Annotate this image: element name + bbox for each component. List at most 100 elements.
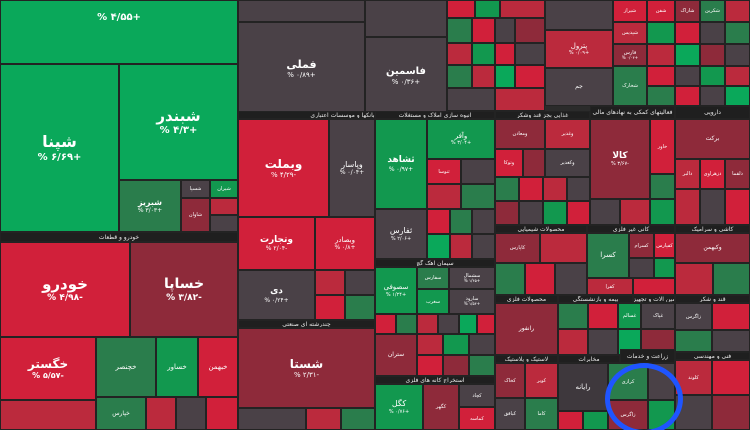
tile-misc[interactable] [543,201,567,225]
tile-misc[interactable] [472,18,495,43]
tile-misc[interactable] [472,234,495,259]
tile-shbndr[interactable]: شبندر % ۴/۳+ [119,64,238,180]
tile-khaf[interactable]: کخاک [495,363,525,398]
tile-thade[interactable]: ثشاهد % ۰/۹۷+ [375,119,427,209]
tile-misc[interactable] [725,189,750,225]
tile-misc[interactable] [725,86,750,106]
tile-misc[interactable] [515,18,545,43]
tile-misc[interactable] [675,263,713,295]
tile-kvimr[interactable]: کویر [525,363,558,398]
tile-misc[interactable] [540,233,587,263]
tile-misc[interactable] [515,65,545,88]
tile-misc[interactable] [523,149,545,177]
tile-ahrom[interactable]: رانفور [495,303,558,355]
tile-kmsh[interactable]: کفپارس [654,233,675,258]
tile-misc[interactable] [583,411,608,430]
tile-misc[interactable] [558,303,588,329]
tile-misc[interactable] [700,66,725,86]
tile-misc[interactable] [700,189,725,225]
tile-misc[interactable] [654,258,675,278]
tile-misc[interactable] [469,355,495,376]
tile-khgostar[interactable]: خگستر % ۵/۵۷- [0,337,96,400]
tile-misc[interactable] [515,43,545,65]
tile-vkbt[interactable]: وکبهمن [675,233,750,263]
tile-kisra[interactable]: کسرام [629,233,654,258]
tile-kbafq[interactable]: کبافق [495,398,525,430]
tile-rnki[interactable]: رایانه [558,363,608,411]
tile-misc[interactable] [675,66,700,86]
tile-kkfr[interactable]: کفرا [587,278,633,295]
tile-misc[interactable] [341,408,375,430]
tile-misc[interactable] [417,334,443,355]
tile-krsan[interactable]: وکغدیر [545,149,590,177]
tile-misc[interactable] [475,0,500,18]
tile-khsapa[interactable]: خساپا % ۳/۸۲- [130,242,238,337]
tile-misc[interactable] [567,177,590,201]
tile-misc[interactable] [519,177,543,201]
tile-misc[interactable] [315,295,345,320]
tile-misc[interactable] [438,314,459,334]
tile-misc[interactable] [633,278,675,295]
tile-misc[interactable] [495,201,519,225]
tile-misc[interactable] [558,329,588,355]
tile-misc[interactable] [472,209,495,234]
tile-vtavsd[interactable]: وتوکا [495,149,523,177]
tile-misc[interactable] [555,263,587,295]
tile-shbriz[interactable]: شبریز % ۳/۰۳+ [119,180,181,232]
tile-kala[interactable]: کالا % ۳/۶۷- [590,119,650,199]
tile-misc[interactable] [712,395,750,430]
tile-misc[interactable] [725,0,750,22]
tile-misc[interactable] [0,400,96,430]
tile-shiran[interactable]: شیران [210,180,238,198]
tile-misc[interactable] [519,201,543,225]
tile-misc[interactable] [417,314,438,334]
tile-misc[interactable] [447,43,472,65]
tile-misc[interactable] [543,177,567,201]
tile-misc[interactable] [477,314,495,334]
tile-misc[interactable] [675,22,700,44]
tile-misc[interactable] [417,355,443,376]
tile-misc[interactable] [365,0,447,37]
tile-misc[interactable] [238,0,365,22]
tile-misc[interactable] [238,408,306,430]
tile-fasmin[interactable]: فاسمین % ۰/۳۶+ [365,37,447,115]
tile-misc[interactable] [675,86,700,106]
tile-misc[interactable] [495,263,525,295]
tile-dalbr[interactable]: دالبر [675,159,700,189]
tile-tpikra[interactable]: پترول % ۰/۰۹+ [545,30,613,68]
tile-misc[interactable] [461,159,495,184]
tile-misc[interactable] [447,0,475,18]
tile-misc[interactable] [447,88,495,111]
tile-kamli[interactable]: کسرا [587,233,629,278]
tile-misc[interactable] [461,184,495,209]
tile-misc[interactable] [675,330,712,352]
tile-shkhark[interactable]: شخارک [613,66,647,106]
tile-misc[interactable] [472,65,495,88]
tile-misc[interactable] [396,314,417,334]
tile-misc[interactable] [427,209,450,234]
tile-srood[interactable]: سارود % ۱/۵۴+ [449,289,495,314]
tile-shafan[interactable]: شفن [647,0,675,22]
tile-misc[interactable] [206,397,238,430]
tile-shpna[interactable]: شپنا % ۶/۶۹+ [0,64,119,232]
tile-setehran[interactable]: ستران [375,334,417,376]
tile-misc[interactable] [590,199,620,225]
tile-tnpsto[interactable]: سصوفی % ۱/۲۴+ [375,267,417,314]
tile-misc[interactable] [647,66,675,86]
tile-tspr[interactable]: شکربن [700,0,725,22]
tile-gsyan[interactable]: غسالم [618,303,641,329]
tile-khodro[interactable]: خودرو % ۴/۹۸- [0,242,130,337]
tile-ktasa[interactable]: کچاد [459,384,495,407]
tile-misc[interactable] [675,44,700,66]
tile-misc[interactable] [700,86,725,106]
tile-misc[interactable] [469,334,495,355]
tile-kgol[interactable]: کگل % ۰/۷۶+ [375,384,423,430]
tile-vgstr[interactable]: وغدیر [545,119,590,149]
tile-misc[interactable] [650,199,675,225]
tile-misc[interactable] [495,177,519,201]
tile-misc[interactable] [712,360,750,395]
tile-thnvsa[interactable]: ثنوسا [427,159,461,184]
tile-klvl[interactable]: کگهر [423,384,459,430]
tile-di[interactable]: دی % ۰/۲۴+ [238,270,315,320]
tile-dzahra[interactable]: دزهراوی [700,159,725,189]
